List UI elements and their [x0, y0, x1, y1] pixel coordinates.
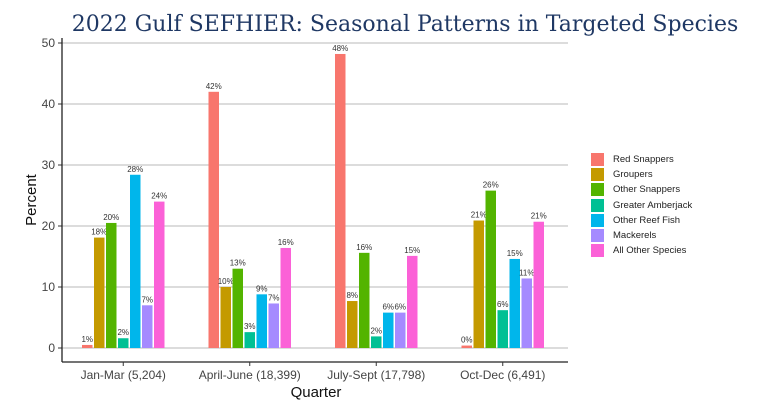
bar — [509, 258, 520, 348]
data-label: 11% — [519, 268, 534, 277]
data-label: 20% — [103, 213, 119, 222]
bar — [244, 332, 255, 348]
y-tick-label: 20 — [42, 219, 56, 233]
data-label: 42% — [206, 82, 222, 91]
bar — [130, 174, 141, 348]
legend-label: Greater Amberjack — [613, 199, 693, 211]
legend: Red Snappers Groupers Other Snappers Greate… — [591, 152, 692, 258]
bar — [359, 252, 370, 348]
data-label: 3% — [244, 322, 256, 331]
bar — [232, 268, 243, 348]
data-label: 15% — [404, 246, 420, 255]
bar — [335, 53, 346, 348]
bar — [220, 287, 231, 348]
bar — [256, 294, 267, 348]
bar — [407, 255, 418, 348]
legend-swatch — [591, 168, 604, 182]
bar — [280, 247, 291, 348]
data-label: 6% — [382, 303, 394, 312]
data-label: 8% — [346, 291, 358, 300]
legend-swatch — [591, 153, 604, 167]
bar — [106, 222, 117, 348]
data-label: 26% — [483, 181, 499, 190]
legend-item: Other Reef Fish — [591, 213, 692, 228]
data-label: 24% — [151, 192, 167, 201]
data-label: 6% — [394, 303, 406, 312]
data-label: 7% — [268, 293, 280, 302]
bar — [347, 301, 358, 348]
bar — [497, 310, 508, 348]
chart-title: 2022 Gulf SEFHIER: Seasonal Patterns in … — [71, 12, 739, 37]
y-tick-label: 0 — [48, 341, 55, 355]
bar — [461, 345, 472, 348]
data-label: 1% — [81, 335, 93, 344]
legend-item: Mackerels — [591, 228, 692, 243]
x-tick-label: July-Sept (17,798) — [327, 368, 425, 382]
legend-label: Other Snappers — [613, 184, 681, 196]
bar — [371, 336, 382, 348]
x-axis-title: Quarter — [291, 384, 342, 401]
legend-swatch — [591, 198, 604, 212]
data-label: 2% — [370, 326, 382, 335]
y-tick-label: 50 — [42, 36, 56, 50]
legend-item: Other Snappers — [591, 182, 692, 197]
bar — [208, 91, 219, 349]
data-label: 28% — [127, 165, 143, 174]
legend-item: Red Snappers — [591, 152, 692, 167]
data-label: 15% — [507, 249, 523, 258]
bar — [94, 237, 105, 348]
data-label: 6% — [497, 300, 509, 309]
bar — [533, 221, 544, 348]
bar — [485, 190, 496, 348]
bar — [473, 220, 484, 348]
legend-label: Mackerels — [613, 230, 657, 242]
y-tick-label: 30 — [42, 158, 56, 172]
y-tick-label: 10 — [42, 280, 56, 294]
legend-swatch — [591, 213, 604, 227]
data-label: 7% — [141, 295, 153, 304]
bar — [142, 305, 153, 348]
y-axis-title: Percent — [23, 173, 40, 226]
data-label: 21% — [531, 212, 547, 221]
y-tick-label: 40 — [42, 97, 56, 111]
legend-item: Greater Amberjack — [591, 198, 692, 213]
data-label: 10% — [218, 277, 234, 286]
data-label: 13% — [230, 259, 246, 268]
legend-item: Groupers — [591, 167, 692, 182]
data-label: 2% — [117, 328, 129, 337]
legend-label: Groupers — [613, 169, 653, 181]
data-label: 16% — [356, 243, 372, 252]
bar — [118, 338, 129, 348]
bar — [154, 201, 165, 348]
data-label: 9% — [256, 284, 268, 293]
x-tick-label: Jan-Mar (5,204) — [81, 368, 166, 382]
legend-label: Other Reef Fish — [613, 214, 681, 226]
legend-label: Red Snappers — [613, 154, 674, 166]
legend-swatch — [591, 183, 604, 197]
data-label: 16% — [278, 238, 294, 247]
x-tick-label: April-June (18,399) — [199, 368, 301, 382]
bar — [395, 312, 406, 348]
bar — [268, 303, 279, 348]
legend-item: All Other Species — [591, 243, 692, 258]
legend-swatch — [591, 229, 604, 243]
legend-label: All Other Species — [613, 245, 687, 257]
data-label: 48% — [332, 44, 348, 53]
x-tick-label: Oct-Dec (6,491) — [460, 368, 545, 382]
data-label: 18% — [91, 228, 107, 237]
data-label: 0% — [461, 336, 473, 345]
legend-swatch — [591, 244, 604, 258]
bar — [383, 312, 394, 348]
bar — [82, 344, 93, 348]
bar — [521, 278, 532, 348]
data-label: 21% — [471, 211, 487, 220]
